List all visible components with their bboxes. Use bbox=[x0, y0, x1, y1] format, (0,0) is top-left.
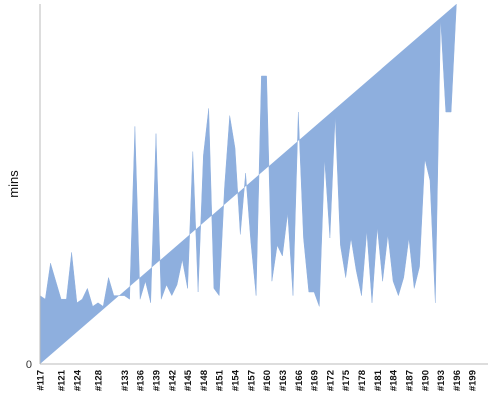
x-tick-label: #121 bbox=[57, 369, 68, 391]
x-tick-label: #128 bbox=[94, 370, 105, 391]
x-tick-label: #163 bbox=[278, 370, 289, 391]
x-tick-label: #175 bbox=[341, 369, 352, 391]
x-tick-label: #124 bbox=[72, 369, 83, 391]
x-tick-label: #157 bbox=[246, 370, 257, 391]
x-tick-label: #196 bbox=[452, 370, 463, 391]
y-axis-label: mins bbox=[6, 170, 21, 198]
x-tick-label: #181 bbox=[373, 369, 384, 391]
x-tick-label: #190 bbox=[420, 370, 431, 391]
x-tick-label: #148 bbox=[199, 370, 210, 391]
y-tick-label-0: 0 bbox=[26, 359, 32, 371]
x-tick-label: #166 bbox=[294, 370, 305, 391]
area-fill bbox=[39, 3, 457, 364]
x-tick-label: #184 bbox=[389, 369, 400, 391]
x-tick-label: #172 bbox=[325, 370, 336, 391]
x-tick-label: #151 bbox=[215, 369, 226, 391]
x-tick-label: #199 bbox=[468, 370, 479, 391]
x-tick-label: #160 bbox=[262, 370, 273, 391]
x-tick-label: #154 bbox=[231, 369, 242, 391]
x-tick-label: #136 bbox=[136, 370, 147, 391]
x-tick-label: #139 bbox=[152, 370, 163, 391]
area-series bbox=[39, 3, 457, 364]
x-tick-label: #169 bbox=[310, 370, 321, 391]
x-tick-label: #133 bbox=[120, 370, 131, 391]
x-tick-label: #187 bbox=[404, 370, 415, 391]
x-tick-label: #142 bbox=[167, 370, 178, 391]
x-axis-ticks: #117 #121 #124 #128 #133 #136 #139 #142 #145 #148… bbox=[36, 369, 479, 391]
x-tick-label: #178 bbox=[357, 370, 368, 391]
x-tick-label: #193 bbox=[436, 370, 447, 391]
x-tick-label: #145 bbox=[183, 369, 194, 391]
x-tick-label: #117 bbox=[36, 370, 47, 391]
